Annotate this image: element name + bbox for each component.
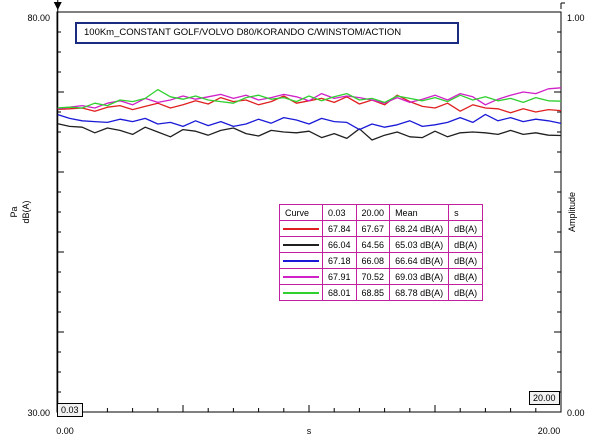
legend-value-mean: 65.03 dB(A) [389, 236, 450, 253]
legend-header-curve: Curve [279, 204, 323, 221]
legend-value-end: 70.52 [355, 268, 391, 285]
x-tick-label-max: 20.00 [538, 426, 561, 436]
y2-tick-label-max: 1.00 [567, 13, 585, 23]
legend-value-start: 67.18 [322, 252, 357, 269]
legend-swatch-cell [279, 284, 323, 301]
legend-value-end: 66.08 [355, 252, 391, 269]
series-layer [57, 87, 562, 141]
legend-value-start: 67.91 [322, 268, 357, 285]
legend-value-start: 66.04 [322, 236, 357, 253]
legend-header-v1: 0.03 [322, 204, 357, 221]
legend-value-end: 68.85 [355, 284, 391, 301]
cursor-right-readout[interactable]: 20.00 [529, 391, 560, 405]
y-tick-label-max: 80.00 [27, 13, 50, 23]
legend-value-unit: dB(A) [448, 220, 484, 237]
chart-title: 100Km_CONSTANT GOLF/VOLVO D80/KORANDO C/… [75, 22, 459, 44]
legend-swatch-cell [279, 252, 323, 269]
axes-layer [53, 0, 565, 413]
legend-value-mean: 66.64 dB(A) [389, 252, 450, 269]
y2-tick-label-min: 0.00 [567, 408, 585, 418]
legend-value-end: 64.56 [355, 236, 391, 253]
legend-value-unit: dB(A) [448, 268, 484, 285]
legend-value-start: 67.84 [322, 220, 357, 237]
legend-header-row: Curve 0.03 20.00 Mean s [279, 204, 484, 221]
legend-row: 67.84 67.67 68.24 dB(A) dB(A) [279, 220, 484, 237]
legend-swatch-cell [279, 268, 323, 285]
series-line-3 [57, 113, 562, 131]
cursor-left-marker [53, 2, 62, 10]
legend-header-s: s [448, 204, 484, 221]
legend-value-unit: dB(A) [448, 236, 484, 253]
legend-header-v2: 20.00 [355, 204, 391, 221]
y2-axis-label: Amplitude [567, 192, 577, 232]
legend-swatch [283, 291, 319, 294]
cursor-right-marker [560, 2, 565, 9]
legend-table: Curve 0.03 20.00 Mean s 67.84 67.67 68.24 … [279, 204, 484, 301]
y-tick-label-min: 30.00 [27, 408, 50, 418]
y-axis-label: Pa [9, 206, 19, 217]
legend-value-unit: dB(A) [448, 284, 484, 301]
legend-swatch-cell [279, 236, 323, 253]
series-line-5 [57, 88, 562, 109]
series-line-2 [57, 123, 562, 141]
series-line-4 [57, 87, 562, 110]
legend-value-start: 68.01 [322, 284, 357, 301]
legend-header-mean: Mean [389, 204, 450, 221]
legend-swatch-cell [279, 220, 323, 237]
x-axis-unit-label: s [307, 426, 312, 436]
cursor-left-readout[interactable]: 0.03 [57, 403, 83, 417]
y-axis-unit-label: dB(A) [21, 200, 31, 223]
legend-value-mean: 68.24 dB(A) [389, 220, 450, 237]
legend-value-mean: 68.78 dB(A) [389, 284, 450, 301]
x-tick-label-min: 0.00 [56, 426, 74, 436]
legend-row: 67.18 66.08 66.64 dB(A) dB(A) [279, 252, 484, 269]
legend-value-end: 67.67 [355, 220, 391, 237]
legend-row: 67.91 70.52 69.03 dB(A) dB(A) [279, 268, 484, 285]
legend-value-mean: 69.03 dB(A) [389, 268, 450, 285]
legend-row: 68.01 68.85 68.78 dB(A) dB(A) [279, 284, 484, 301]
legend-swatch [283, 227, 319, 230]
legend-swatch [283, 243, 319, 246]
legend-swatch [283, 259, 319, 262]
legend-value-unit: dB(A) [448, 252, 484, 269]
legend-row: 66.04 64.56 65.03 dB(A) dB(A) [279, 236, 484, 253]
legend-swatch [283, 275, 319, 278]
